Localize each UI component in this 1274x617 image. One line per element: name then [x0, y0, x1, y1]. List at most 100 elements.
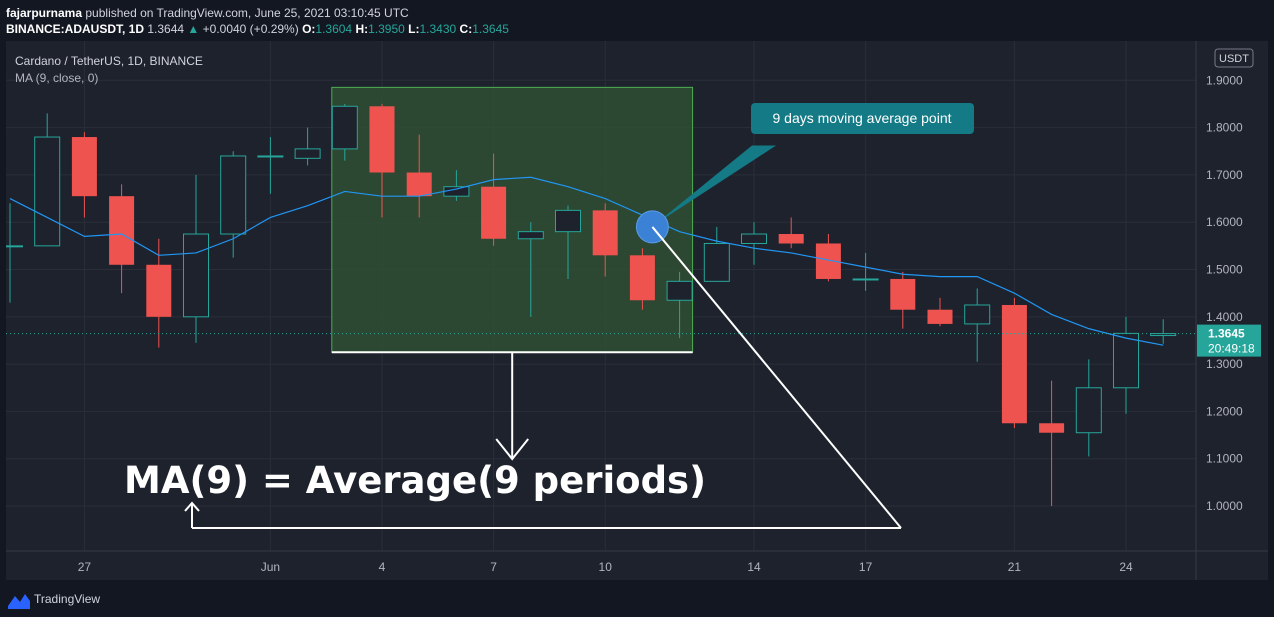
- candle-body: [1150, 333, 1177, 337]
- candle-body: [592, 210, 618, 256]
- y-tick-label: 1.8000: [1206, 121, 1243, 135]
- candle-body: [927, 309, 953, 324]
- price-tag: [1197, 324, 1261, 357]
- candle: [629, 248, 655, 310]
- candle-body: [294, 148, 321, 159]
- candle: [6, 203, 23, 303]
- x-tick-label: 27: [78, 560, 92, 574]
- candle: [1039, 380, 1065, 507]
- chart-area[interactable]: 9 days moving average point MA(9) = Avera…: [6, 41, 1268, 580]
- candle: [741, 222, 767, 265]
- x-tick-label: 10: [599, 560, 613, 574]
- highlight-box: [331, 86, 694, 353]
- close-value: 1.3645: [472, 22, 509, 36]
- y-tick-label: 1.1000: [1206, 452, 1243, 466]
- footer: TradingView: [0, 586, 1274, 617]
- close-label: C:: [459, 22, 473, 36]
- up-arrow-icon: ▲: [187, 22, 200, 36]
- candle: [592, 203, 618, 277]
- chart-header: fajarpurnama published on TradingView.co…: [0, 0, 1274, 40]
- tradingview-brand[interactable]: TradingView: [34, 592, 101, 606]
- candle: [852, 252, 879, 291]
- y-tick-label: 1.2000: [1206, 404, 1243, 418]
- candle-body: [146, 264, 172, 317]
- candle: [1075, 359, 1102, 457]
- candle-body: [369, 106, 395, 173]
- y-tick-label: 1.7000: [1206, 168, 1243, 182]
- candle-body: [183, 233, 209, 318]
- y-tick-label: 1.4000: [1206, 310, 1243, 324]
- candle-body: [629, 255, 655, 301]
- annotations: 9 days moving average point MA(9) = Avera…: [124, 103, 974, 529]
- candle: [703, 226, 730, 282]
- price-change: +0.0040 (+0.29%): [202, 22, 299, 36]
- candle: [220, 151, 247, 258]
- candle-body: [703, 242, 730, 282]
- high-value: 1.3950: [368, 22, 405, 36]
- candle: [890, 271, 916, 329]
- candle: [927, 297, 953, 327]
- candle-body: [109, 196, 135, 265]
- publish-info: fajarpurnama published on TradingView.co…: [6, 6, 409, 20]
- symbol-label: BINANCE:ADAUSDT, 1D: [6, 22, 145, 36]
- low-label: L:: [408, 22, 420, 36]
- y-tick-label: 1.0000: [1206, 499, 1243, 513]
- candle-body: [443, 186, 470, 197]
- y-tick-label: 1.9000: [1206, 73, 1243, 87]
- x-tick-label: 14: [747, 560, 761, 574]
- callout-text: 9 days moving average point: [773, 110, 952, 126]
- candle: [555, 205, 581, 279]
- currency-badge[interactable]: USDT: [1219, 53, 1249, 65]
- candle: [666, 271, 693, 339]
- low-value: 1.3430: [419, 22, 457, 36]
- candle-body: [6, 245, 23, 248]
- candle-body: [257, 155, 284, 158]
- candle: [778, 217, 804, 249]
- candle: [369, 103, 395, 218]
- ma-line: [9, 176, 1164, 346]
- candle-body: [331, 105, 358, 150]
- candle-body: [1113, 332, 1139, 389]
- candle: [1113, 316, 1139, 414]
- y-tick-label: 1.3000: [1206, 357, 1243, 371]
- callout-pointer: [654, 145, 776, 225]
- candle-body: [481, 186, 507, 239]
- high-label: H:: [355, 22, 369, 36]
- down-arrow-head: [495, 438, 529, 461]
- y-tick-label: 1.6000: [1206, 215, 1243, 229]
- candle-body: [890, 278, 916, 310]
- callout-box: [751, 103, 974, 134]
- candle-body: [964, 304, 991, 325]
- candle: [257, 137, 284, 194]
- candle-body: [1075, 387, 1102, 434]
- published-text: published on TradingView.com, June 25, 2…: [85, 6, 409, 20]
- candle-body: [406, 172, 432, 197]
- candle-body: [1039, 423, 1065, 433]
- open-label: O:: [302, 22, 316, 36]
- x-tick-label: 4: [379, 560, 386, 574]
- candle-body: [666, 280, 693, 301]
- candle-body: [517, 231, 544, 240]
- candle-body: [555, 209, 581, 233]
- x-tick-label: 17: [859, 560, 873, 574]
- candle: [34, 113, 61, 247]
- currency-badge-frame: [1214, 48, 1254, 68]
- candle: [964, 288, 991, 362]
- candle-body: [1001, 304, 1027, 424]
- tradingview-logo-icon[interactable]: [7, 590, 31, 612]
- x-tick-label: 21: [1008, 560, 1022, 574]
- price-tag-countdown: 20:49:18: [1208, 342, 1255, 356]
- candle: [815, 234, 841, 282]
- indicator-label[interactable]: MA (9, close, 0): [15, 71, 98, 85]
- candle: [109, 184, 135, 294]
- formula-text: MA(9) = Average(9 periods): [124, 459, 706, 502]
- candle-body: [852, 278, 879, 281]
- candle: [1001, 297, 1027, 428]
- candle: [294, 127, 321, 166]
- diagonal-line: [651, 226, 902, 529]
- x-tick-label: 24: [1119, 560, 1133, 574]
- candle: [71, 132, 97, 218]
- candlestick-chart[interactable]: 9 days moving average point MA(9) = Avera…: [6, 41, 1268, 580]
- candle-body: [741, 233, 767, 244]
- author-name[interactable]: fajarpurnama: [6, 6, 83, 20]
